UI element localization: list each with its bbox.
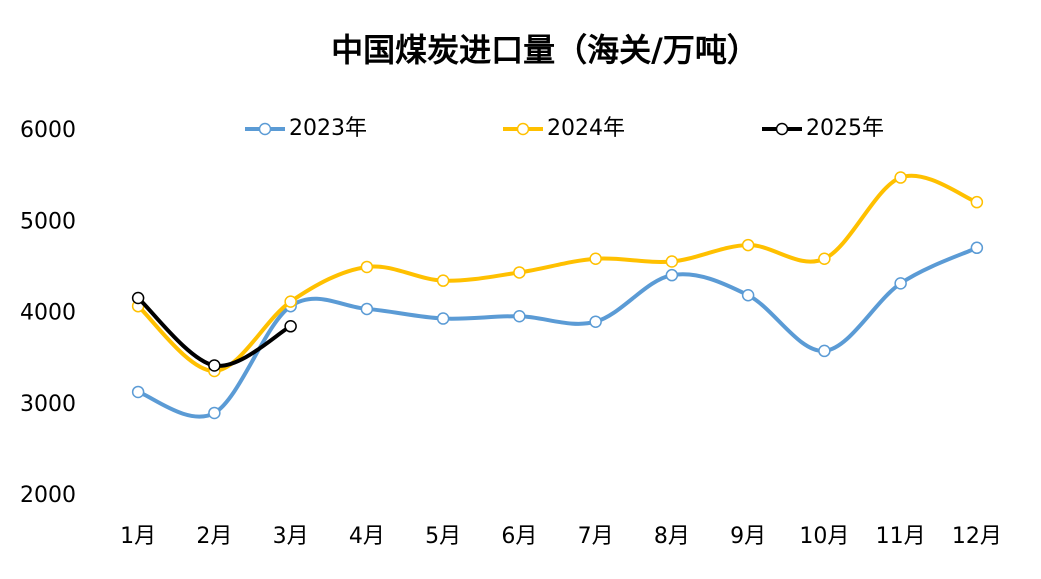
x-tick-label: 5月	[425, 524, 461, 549]
chart-title: 中国煤炭进口量（海关/万吨）	[331, 31, 759, 69]
x-tick-label: 8月	[654, 524, 690, 549]
legend-marker	[775, 122, 789, 136]
series-line	[136, 245, 979, 419]
point	[131, 291, 145, 305]
y-tick-label: 2000	[20, 483, 76, 508]
point	[894, 277, 907, 290]
point	[513, 266, 526, 279]
point	[665, 255, 679, 268]
x-tick-label: 9月	[730, 524, 766, 549]
x-tick-label: 11月	[876, 524, 926, 549]
series-line	[136, 173, 979, 373]
point	[589, 252, 602, 265]
point	[131, 385, 145, 399]
point	[741, 238, 755, 252]
point	[208, 359, 221, 372]
point	[284, 295, 297, 308]
point	[436, 312, 450, 325]
point	[589, 315, 602, 328]
legend-label: 2025年	[806, 116, 884, 141]
legend-label: 2024年	[547, 116, 625, 141]
point	[284, 320, 297, 333]
x-tick-label: 4月	[349, 524, 385, 549]
point	[970, 195, 984, 209]
y-tick-label: 5000	[20, 209, 76, 234]
y-tick-label: 3000	[20, 392, 76, 417]
point	[894, 171, 907, 184]
point	[818, 252, 831, 265]
x-tick-label: 7月	[578, 524, 614, 549]
x-tick-label: 3月	[273, 524, 309, 549]
point	[513, 309, 526, 323]
x-tick-label: 1月	[120, 524, 156, 549]
point	[208, 406, 221, 420]
point	[741, 289, 755, 302]
legend-marker	[516, 122, 530, 136]
point	[665, 268, 679, 282]
x-tick-label: 6月	[501, 524, 537, 549]
legend-label: 2023年	[289, 116, 367, 141]
point	[360, 302, 374, 316]
x-tick-label: 10月	[799, 524, 849, 549]
point	[436, 274, 450, 287]
y-tick-label: 4000	[20, 301, 76, 326]
point	[818, 344, 831, 358]
legend-marker	[258, 122, 272, 136]
point	[970, 241, 984, 255]
x-tick-label: 12月	[952, 524, 1002, 549]
y-tick-label: 6000	[20, 118, 76, 143]
x-tick-label: 2月	[196, 524, 232, 549]
point	[360, 260, 374, 274]
